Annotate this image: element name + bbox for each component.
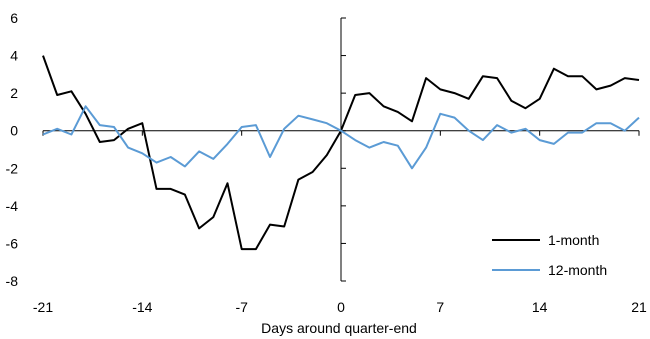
y-axis: 6 4 2 0 -2 -4 -6 -8 bbox=[6, 10, 346, 289]
legend-label: 1-month bbox=[548, 232, 599, 248]
x-tick-label: -14 bbox=[132, 299, 152, 315]
x-tick-label: 7 bbox=[436, 299, 444, 315]
legend-label: 12-month bbox=[548, 262, 607, 278]
series-lines bbox=[42, 55, 640, 251]
y-tick-label: 4 bbox=[10, 48, 18, 64]
y-tick-label: -2 bbox=[6, 160, 19, 176]
y-tick-label: -6 bbox=[6, 235, 19, 251]
x-tick-label: 14 bbox=[532, 299, 548, 315]
x-tick-label: -7 bbox=[235, 299, 248, 315]
y-tick-label: -8 bbox=[6, 273, 19, 289]
y-tick-label: 2 bbox=[10, 85, 18, 101]
x-tick-label: 0 bbox=[337, 299, 345, 315]
y-tick-label: -4 bbox=[6, 198, 19, 214]
x-tick-label: -21 bbox=[33, 299, 53, 315]
x-axis: -21 -14 -7 0 7 14 21 bbox=[33, 130, 647, 315]
x-axis-label: Days around quarter-end bbox=[261, 320, 417, 336]
y-tick-label: 0 bbox=[10, 123, 18, 139]
y-tick-label: 6 bbox=[10, 10, 18, 26]
x-tick-label: 21 bbox=[631, 299, 647, 315]
legend: 1-month 12-month bbox=[492, 232, 607, 278]
series-line-12-month bbox=[42, 105, 640, 170]
